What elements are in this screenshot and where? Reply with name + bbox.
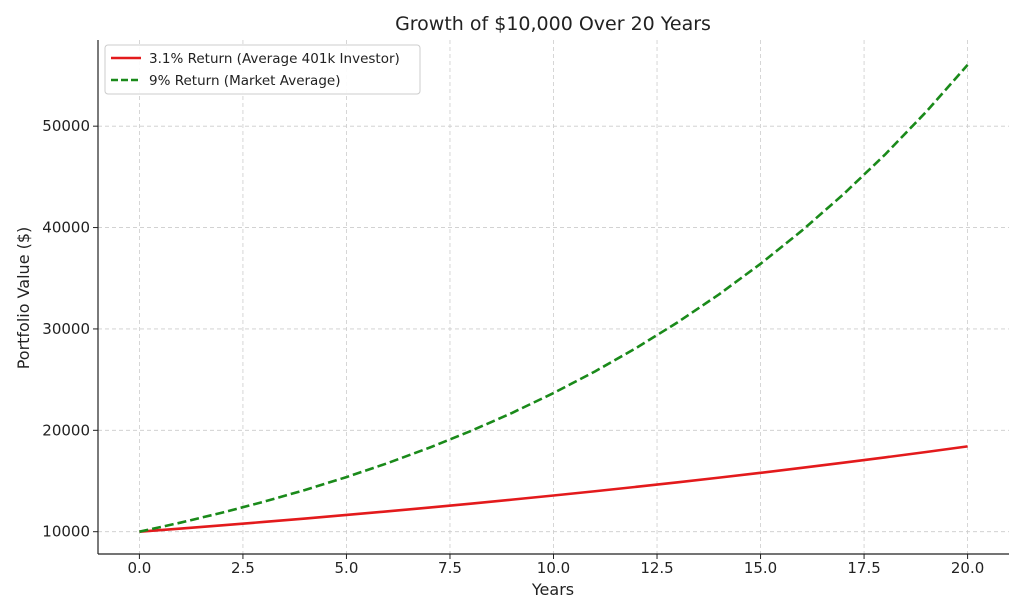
y-axis-ticks: 10000 20000 30000 40000 50000 — [42, 117, 98, 541]
series-lines — [139, 64, 969, 533]
y-tick-label: 10000 — [42, 523, 90, 541]
y-tick-label: 30000 — [42, 320, 90, 338]
x-tick-label: 7.5 — [438, 559, 462, 577]
x-tick-label: 20.0 — [951, 559, 984, 577]
x-tick-label: 10.0 — [537, 559, 570, 577]
x-axis-label: Years — [531, 580, 574, 599]
series-line-2 — [139, 64, 969, 533]
y-tick-label: 40000 — [42, 219, 90, 237]
x-tick-label: 12.5 — [640, 559, 673, 577]
series-line-1 — [139, 445, 968, 533]
x-tick-label: 17.5 — [847, 559, 880, 577]
legend-label-1: 3.1% Return (Average 401k Investor) — [149, 51, 400, 67]
legend: 3.1% Return (Average 401k Investor) 9% Re… — [104, 44, 421, 95]
y-tick-label: 50000 — [42, 117, 90, 135]
x-tick-label: 5.0 — [335, 559, 359, 577]
legend-box — [104, 44, 421, 95]
grid — [98, 40, 1009, 554]
x-tick-label: 0.0 — [127, 559, 151, 577]
legend-label-2: 9% Return (Market Average) — [149, 73, 340, 89]
chart-title: Growth of $10,000 Over 20 Years — [395, 13, 711, 35]
x-axis-ticks: 0.0 2.5 5.0 7.5 10.0 12.5 15.0 17.5 20.0 — [127, 554, 984, 577]
y-tick-label: 20000 — [42, 421, 90, 439]
x-tick-label: 15.0 — [744, 559, 777, 577]
y-axis-label: Portfolio Value ($) — [14, 227, 33, 370]
x-tick-label: 2.5 — [231, 559, 255, 577]
